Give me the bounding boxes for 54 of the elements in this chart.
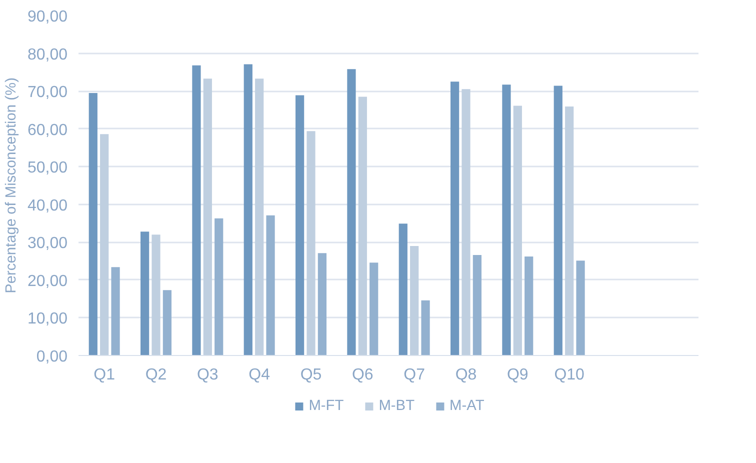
bar [111,267,120,356]
bar [244,64,252,356]
y-tick-label: 0,00 [36,348,68,366]
bar [296,95,304,356]
bar [306,131,316,356]
bar [88,92,98,356]
bar [502,84,511,356]
y-tick-label: 10,00 [27,310,68,328]
bar [513,106,522,356]
bar [318,253,326,356]
bar [255,78,264,356]
x-tick-label: Q3 [196,366,218,384]
y-tick-label: 80,00 [27,46,68,64]
y-tick-label: 90,00 [27,8,68,26]
bar [100,134,109,356]
bar [152,234,160,356]
y-tick-label: 40,00 [27,197,68,214]
y-tick-label: 20,00 [27,272,68,290]
bar [140,232,150,356]
bar [472,255,482,356]
x-tick-label: Q7 [404,366,426,384]
y-axis-title: Percentage of Misconception (%) [3,78,20,294]
bar [370,262,378,356]
bar [554,86,562,356]
legend-label: M-BT [378,398,415,414]
bar [410,246,419,356]
x-tick-label: Q4 [248,366,270,384]
bar [203,78,212,356]
y-tick-label: 30,00 [27,235,68,252]
bar [421,300,430,356]
y-tick-label: 70,00 [27,84,68,102]
bar [266,215,275,356]
x-tick-label: Q2 [145,366,167,384]
y-tick-label: 50,00 [27,160,68,177]
bar [450,82,460,356]
bar [398,224,408,356]
bar [192,65,201,356]
x-tick-label: Q8 [455,366,477,384]
x-tick-label: Q9 [506,366,528,384]
y-tick-label: 60,00 [27,122,68,139]
legend-label: M-AT [450,398,484,414]
x-tick-label: Q1 [94,366,116,384]
x-tick-label: Q6 [352,366,374,384]
bar [162,290,172,356]
x-tick-label: Q10 [554,366,585,384]
x-tick-label: Q5 [300,366,322,384]
bar [524,256,534,356]
bar [214,218,224,356]
bar [347,69,356,356]
bar [358,96,367,356]
legend-label: M-FT [308,398,344,414]
bar [565,106,574,356]
bar [462,89,470,356]
bar [576,260,585,356]
